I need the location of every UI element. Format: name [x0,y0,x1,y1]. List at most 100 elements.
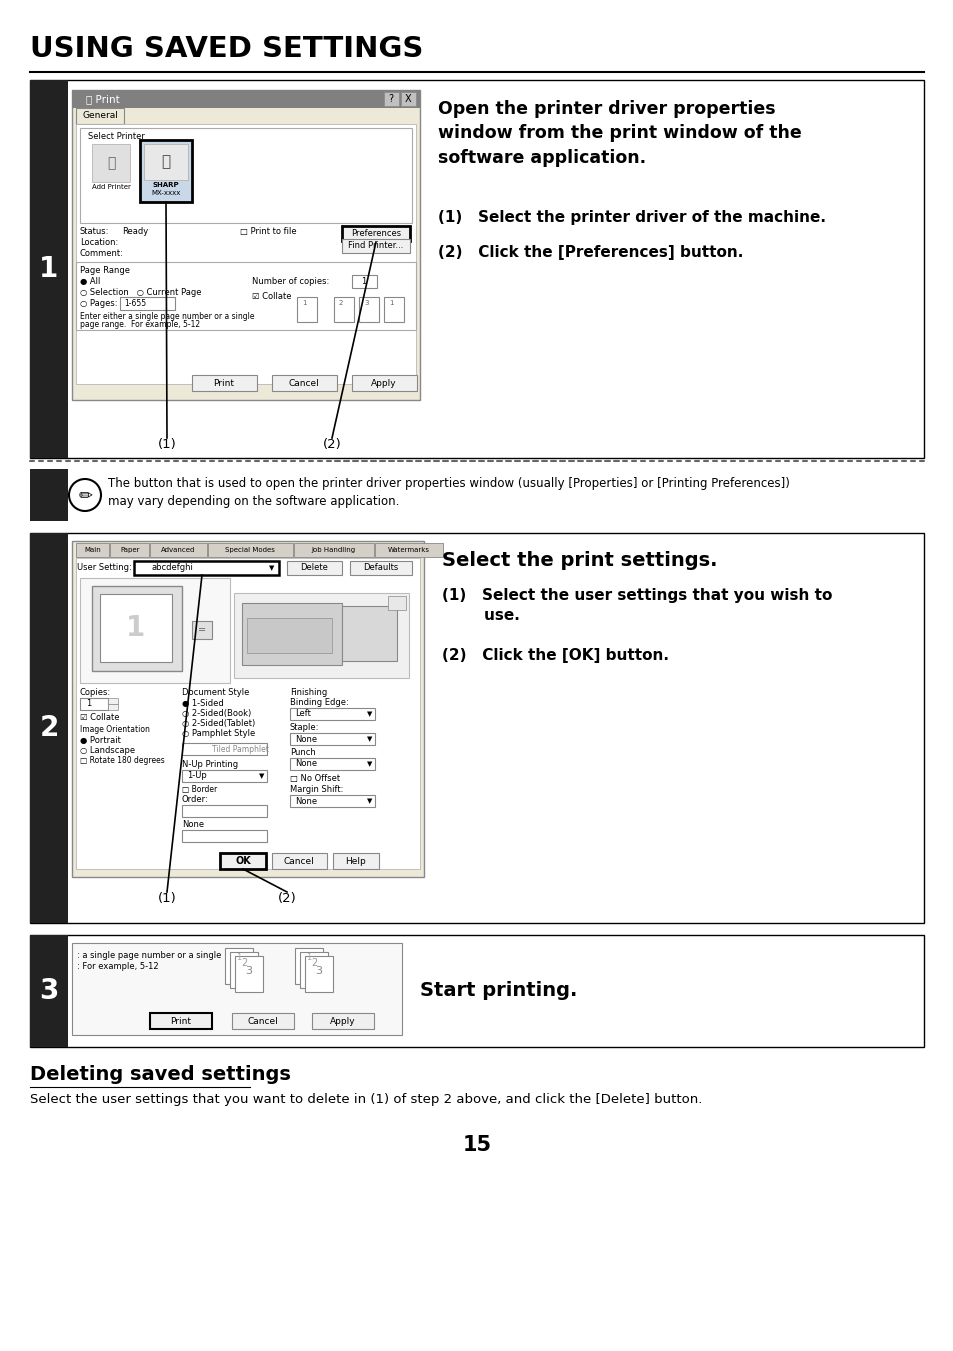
Bar [400,92,416,105]
Text: ▼: ▼ [367,761,373,767]
Text: Finishing: Finishing [290,688,327,697]
Text: ▼: ▼ [367,711,373,717]
Bar [182,743,267,755]
Bar [225,948,253,984]
Bar [80,698,108,711]
Text: □ No Offset: □ No Offset [290,774,340,784]
Text: 1-Up: 1-Up [187,771,207,781]
Text: 1: 1 [302,300,306,305]
Bar [91,145,130,182]
Text: 🖨: 🖨 [107,155,115,170]
Text: Punch: Punch [290,748,315,757]
Text: Defaults: Defaults [363,563,398,573]
Text: ○ 2-Sided(Book): ○ 2-Sided(Book) [182,709,251,717]
Bar [388,596,406,611]
Bar [192,621,212,639]
Text: ● Portrait: ● Portrait [80,736,121,744]
Text: Status:: Status: [80,227,110,236]
Bar [294,948,323,984]
Bar [341,239,410,253]
Text: OK: OK [234,857,251,866]
Text: ✏: ✏ [78,486,91,504]
Text: Paper: Paper [120,547,139,553]
Bar [242,603,341,665]
Text: Margin Shift:: Margin Shift: [290,785,343,794]
Text: 2: 2 [311,958,316,969]
Text: Ready: Ready [122,227,148,236]
Text: 1: 1 [389,300,393,305]
Text: 3: 3 [39,977,59,1005]
Text: Document Style: Document Style [182,688,249,697]
Bar [294,543,374,557]
Text: ▼: ▼ [367,736,373,742]
Bar [358,297,378,322]
Bar [287,561,341,576]
Text: 1: 1 [126,613,146,642]
Text: Deleting saved settings: Deleting saved settings [30,1065,291,1084]
Text: (2): (2) [277,892,296,905]
Text: SHARP: SHARP [152,182,179,188]
Bar [384,297,403,322]
Text: None: None [294,759,316,769]
Bar [220,852,266,869]
Bar [30,534,68,923]
Text: ○ 2-Sided(Tablet): ○ 2-Sided(Tablet) [182,719,255,728]
Text: 1: 1 [361,277,366,285]
Text: Special Modes: Special Modes [225,547,275,553]
Bar [341,226,410,240]
Text: General: General [82,112,118,120]
Text: 🖨: 🖨 [161,154,171,169]
Text: Cancel: Cancel [283,857,314,866]
Bar [375,543,442,557]
Bar [76,124,416,384]
Text: USING SAVED SETTINGS: USING SAVED SETTINGS [30,35,423,63]
Bar [299,952,328,988]
Text: Location:: Location: [80,238,118,247]
Text: 2: 2 [338,300,343,305]
Text: Staple:: Staple: [290,723,319,732]
Bar [71,91,419,108]
Text: Delete: Delete [300,563,328,573]
Text: : a single page number or a single: : a single page number or a single [77,951,221,961]
Bar [333,852,378,869]
Bar [272,376,336,390]
Bar [312,1013,374,1029]
Bar [71,540,423,877]
Text: ● All: ● All [80,277,100,286]
Text: 1-655: 1-655 [124,299,146,308]
Text: (1): (1) [157,438,176,451]
Bar [208,543,293,557]
Bar [120,297,174,309]
Text: Find Printer...: Find Printer... [348,242,403,250]
Bar [140,141,192,203]
Bar [80,578,230,684]
Bar [71,91,419,400]
Text: Print: Print [213,378,234,388]
Text: Select Printer: Select Printer [88,132,145,141]
Bar [76,108,124,124]
Bar [296,297,316,322]
Text: Left: Left [294,709,311,719]
Text: (2)   Click the [OK] button.: (2) Click the [OK] button. [441,648,668,663]
Bar [144,145,188,180]
Text: Help: Help [345,857,366,866]
Text: 3: 3 [315,966,322,975]
Text: Advanced: Advanced [161,547,195,553]
Bar [108,698,118,704]
Bar [290,758,375,770]
Bar [76,543,109,557]
Text: 2: 2 [39,713,59,742]
Bar [108,704,118,711]
Text: User Setting:: User Setting: [77,562,132,571]
Text: □ Border: □ Border [182,785,217,794]
Bar [233,593,409,678]
Bar [290,734,375,744]
Text: ▼: ▼ [269,565,274,571]
Bar [350,561,412,576]
Text: None: None [294,797,316,805]
Text: (2): (2) [322,438,341,451]
Bar [30,935,68,1047]
Text: Select the user settings that you want to delete in (1) of step 2 above, and cli: Select the user settings that you want t… [30,1093,701,1106]
Bar [150,1013,212,1029]
Text: ○ Pages:: ○ Pages: [80,299,117,308]
